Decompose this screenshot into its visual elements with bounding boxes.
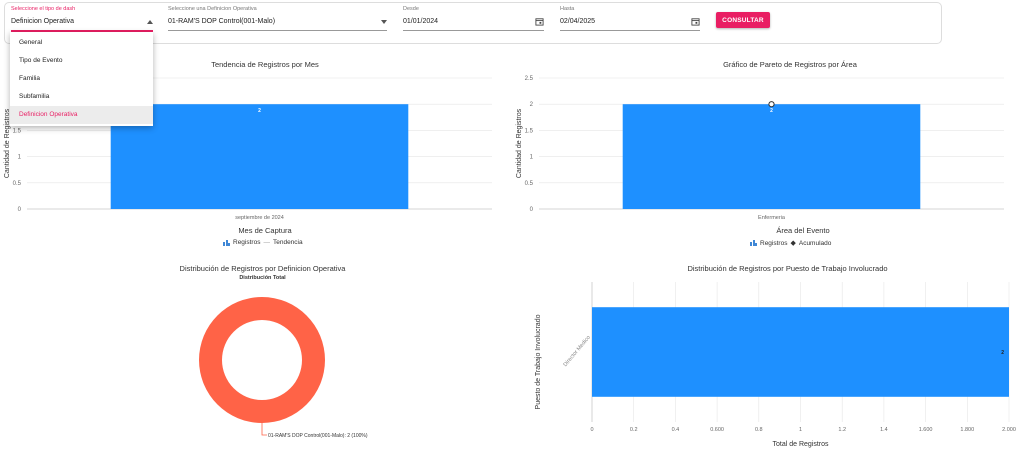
- caret-down-icon: [381, 20, 387, 24]
- y-tick-label: Director Medico: [563, 335, 592, 368]
- definicion-label: Seleccione una Definicion Operativa: [168, 6, 257, 12]
- diamond-legend-icon: ◆: [790, 240, 796, 247]
- dropdown-option-tipo-de-evento[interactable]: Tipo de Evento: [19, 57, 63, 64]
- slice-label: 01-RAM'S DOP Control(001-Malo): 2 (100%): [268, 433, 368, 439]
- dash-type-value: Definicion Operativa: [11, 18, 75, 25]
- bar-data-label: 2: [1001, 350, 1004, 356]
- dash-type-select[interactable]: Seleccione el tipo de dash Definicion Op…: [11, 6, 153, 32]
- dash-type-label: Seleccione el tipo de dash: [11, 6, 76, 12]
- dropdown-option-general[interactable]: General: [19, 39, 43, 46]
- x-tick-label: 1: [799, 427, 802, 433]
- x-tick-label: 2.000: [1002, 427, 1016, 433]
- distribucion-title: Distribución de Registros por Definicion…: [179, 264, 346, 273]
- calendar-icon[interactable]: [691, 17, 700, 26]
- x-tick-label: Enfermeria: [758, 215, 786, 221]
- dash-type-underline: [11, 30, 153, 32]
- y-axis-label: Cantidad de Registros: [516, 108, 523, 178]
- distribucion-subtitle: Distribución Total: [239, 275, 286, 281]
- x-axis-label: Total de Registros: [772, 441, 829, 448]
- desde-date-input[interactable]: Desde 01/01/2024: [403, 6, 544, 32]
- desde-value: 01/01/2024: [403, 18, 439, 25]
- y-tick-label: 2.5: [525, 76, 534, 82]
- tendencia-legend: Registros — Tendencia: [223, 239, 303, 246]
- y-tick-label: 0: [530, 207, 534, 213]
- x-tick-label: 0.8: [755, 427, 763, 433]
- slice-leader-line: [261, 423, 267, 436]
- puesto-title: Distribución de Registros por Puesto de …: [687, 264, 888, 273]
- pareto-title: Gráfico de Pareto de Registros por Área: [723, 60, 857, 69]
- filter-panel: [4, 2, 942, 44]
- definicion-select[interactable]: Seleccione una Definicion Operativa 01-R…: [168, 6, 387, 32]
- consultar-button[interactable]: CONSULTAR: [716, 12, 770, 28]
- y-tick-label: 1.5: [13, 128, 22, 134]
- x-tick-label: septiembre de 2024: [235, 215, 284, 221]
- y-tick-label: 1: [530, 155, 534, 161]
- y-tick-label: 1.5: [525, 128, 534, 134]
- x-tick-label: 1.600: [919, 427, 933, 433]
- definicion-underline: [168, 30, 387, 31]
- hasta-label: Hasta: [560, 6, 575, 12]
- y-axis-label: Cantidad de Registros: [4, 108, 11, 178]
- x-tick-label: 1.4: [880, 427, 888, 433]
- y-tick-label: 0.5: [13, 181, 22, 187]
- caret-up-icon: [147, 20, 153, 24]
- dropdown-option-familia[interactable]: Familia: [19, 75, 40, 82]
- bar: [110, 104, 409, 209]
- dropdown-option-definicion-operativa[interactable]: Definicion Operativa: [10, 106, 153, 124]
- y-tick-label: 0: [18, 207, 22, 213]
- legend-item-registros[interactable]: Registros: [760, 239, 788, 247]
- x-tick-label: 1.2: [838, 427, 846, 433]
- x-tick-label: 0.4: [672, 427, 680, 433]
- definicion-value: 01-RAM'S DOP Control(001-Malo): [168, 18, 276, 25]
- pareto-chart: 0 0.5 1 1.5 2 2.5 2 Enfermeria Cantidad de Regis…: [516, 76, 1004, 221]
- puesto-chart: 0 0.2 0.4 0.600 0.8 1 1.2 1.4 1.600 1.800 2.000 2 Di…: [535, 282, 1016, 448]
- donut-slice: [199, 297, 325, 423]
- x-tick-label: 1.800: [960, 427, 974, 433]
- y-tick-label: 2: [530, 102, 534, 108]
- x-tick-label: 0.600: [710, 427, 724, 433]
- bar-data-label: 2: [258, 108, 261, 114]
- cumulative-point: [768, 101, 775, 108]
- legend-item-tendencia[interactable]: Tendencia: [272, 239, 303, 246]
- calendar-icon[interactable]: [535, 17, 544, 26]
- y-axis-label: Puesto de Trabajo Involucrado: [535, 314, 542, 409]
- bar: [622, 104, 921, 209]
- x-tick-label: 0: [590, 427, 593, 433]
- bar-data-label: 2: [770, 108, 773, 114]
- y-tick-label: 0.5: [525, 181, 534, 187]
- tendencia-title: Tendencia de Registros por Mes: [211, 60, 319, 69]
- pareto-xlabel: Área del Evento: [776, 226, 830, 235]
- pareto-legend: Registros ◆ Acumulado: [750, 239, 831, 247]
- bar: [592, 307, 1009, 397]
- bar-legend-icon: [223, 239, 230, 246]
- line-legend-icon: —: [263, 239, 270, 246]
- legend-item-acumulado[interactable]: Acumulado: [798, 239, 832, 247]
- dropdown-option-subfamilia[interactable]: Subfamilia: [19, 93, 50, 100]
- distribucion-chart: 01-RAM'S DOP Control(001-Malo): 2 (100%): [199, 297, 368, 439]
- x-tick-label: 0.2: [630, 427, 638, 433]
- bar-legend-icon: [750, 240, 757, 246]
- desde-underline: [403, 30, 544, 31]
- desde-label: Desde: [403, 6, 419, 12]
- tendencia-xlabel: Mes de Captura: [238, 226, 292, 235]
- legend-item-registros[interactable]: Registros: [233, 239, 261, 246]
- y-tick-label: 1: [18, 155, 22, 161]
- hasta-date-input[interactable]: Hasta 02/04/2025: [560, 6, 700, 32]
- hasta-underline: [560, 30, 700, 31]
- hasta-value: 02/04/2025: [560, 18, 596, 25]
- dash-type-dropdown: General Tipo de Evento Familia Subfamili…: [10, 32, 153, 126]
